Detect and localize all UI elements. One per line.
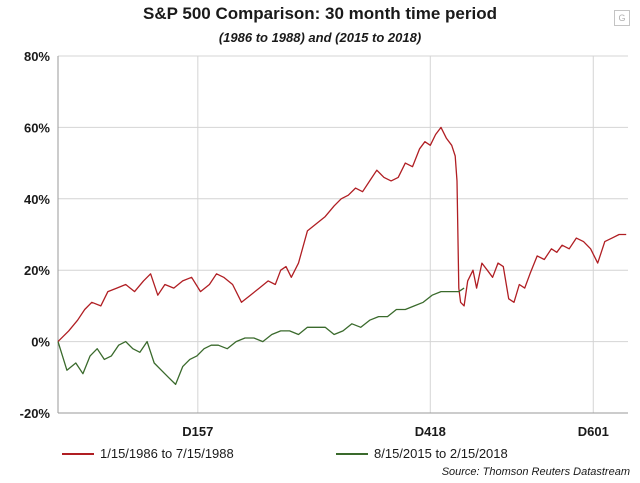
legend-swatch-1986 (62, 452, 94, 455)
x-tick-label: D418 (415, 424, 446, 439)
y-tick-label: -20% (20, 406, 51, 421)
series-line-2015 (57, 287, 465, 386)
series-line-1986 (57, 126, 627, 343)
y-tick-label: 20% (24, 263, 50, 278)
x-tick-label: D157 (182, 424, 213, 439)
legend-item-1986: 1/15/1986 to 7/15/1988 (62, 446, 234, 461)
y-tick-label: 80% (24, 49, 50, 64)
y-tick-label: 0% (31, 335, 50, 350)
legend-swatch-2015 (336, 452, 368, 455)
y-tick-label: 40% (24, 192, 50, 207)
legend-item-2015: 8/15/2015 to 2/15/2018 (336, 446, 508, 461)
x-tick-label: D601 (578, 424, 609, 439)
y-tick-label: 60% (24, 120, 50, 135)
legend-label-1986: 1/15/1986 to 7/15/1988 (100, 446, 234, 461)
legend-label-2015: 8/15/2015 to 2/15/2018 (374, 446, 508, 461)
chart-subtitle: (1986 to 1988) and (2015 to 2018) (218, 30, 422, 45)
chart-title: S&P 500 Comparison: 30 month time period (143, 4, 497, 23)
corner-badge-icon: G (614, 10, 630, 26)
source-note: Source: Thomson Reuters Datastream (441, 466, 630, 478)
